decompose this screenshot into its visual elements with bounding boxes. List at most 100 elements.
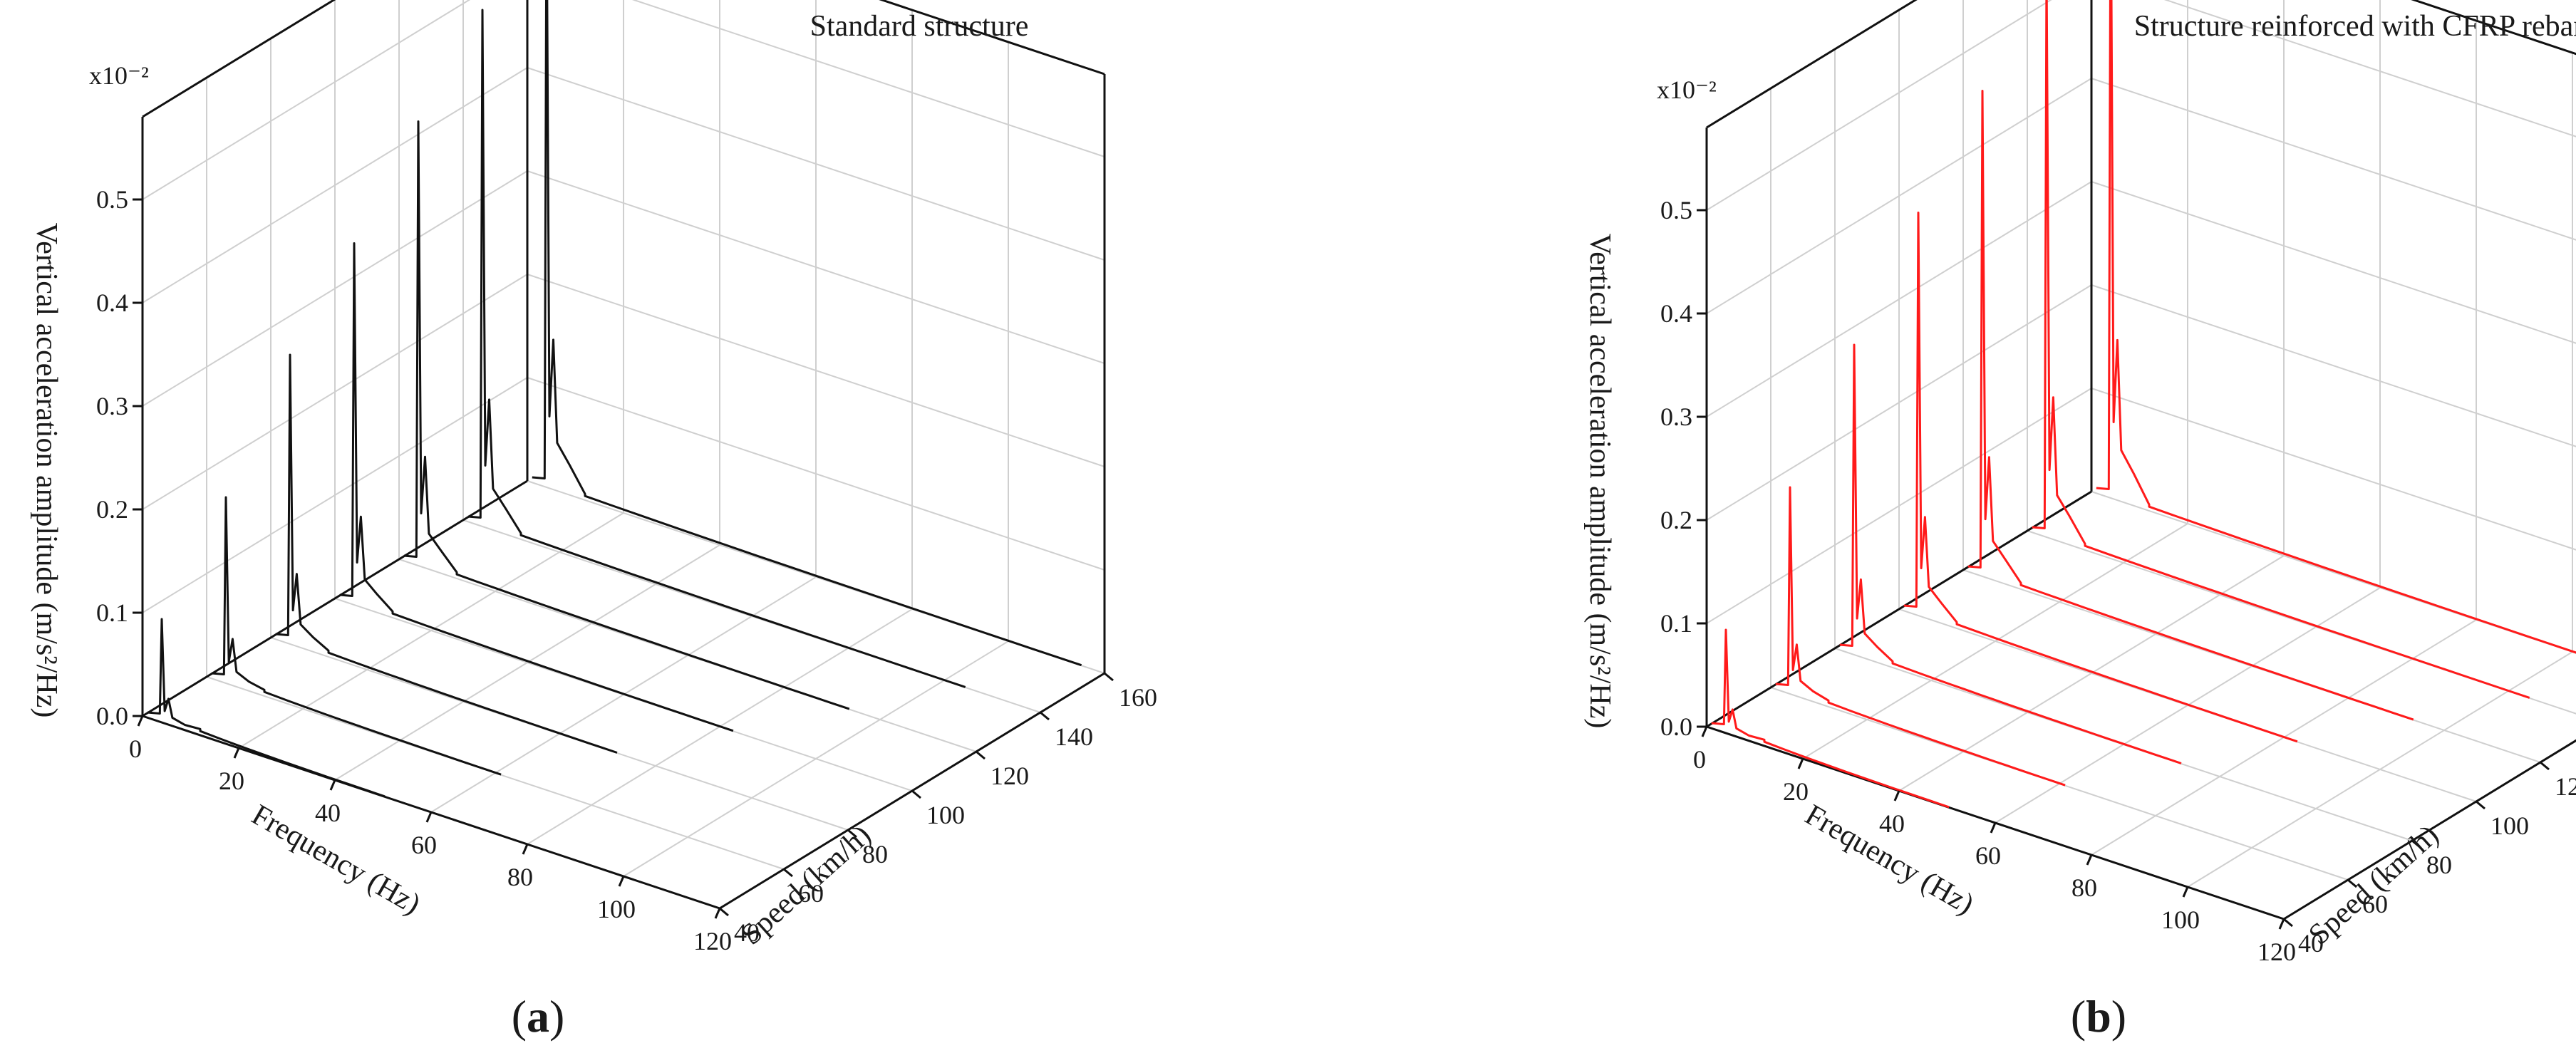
z-tick-label: 0.1 bbox=[1660, 609, 1692, 638]
x-tick-label: 40 bbox=[1879, 809, 1905, 838]
x-tick-label: 20 bbox=[1783, 777, 1809, 806]
x-tick bbox=[425, 811, 433, 823]
y-tick bbox=[719, 907, 729, 917]
z-tick-label: 0.4 bbox=[96, 289, 128, 317]
top-edge bbox=[2411, 0, 2576, 56]
gridline bbox=[142, 274, 528, 510]
y-tick-label: 120 bbox=[990, 762, 1029, 790]
gridline bbox=[1706, 181, 2092, 417]
series-line-60 bbox=[211, 496, 502, 776]
series-line-120 bbox=[403, 120, 850, 710]
series-line-100 bbox=[1903, 212, 2298, 743]
top-edge bbox=[879, 0, 1105, 76]
y-tick-label: 100 bbox=[926, 801, 965, 829]
x-tick bbox=[1701, 726, 1708, 737]
z-exponent-label: x10⁻² bbox=[1657, 76, 1717, 104]
gridline bbox=[527, 274, 1105, 467]
x-tick bbox=[2086, 854, 2093, 866]
gridline bbox=[2091, 78, 2576, 241]
panel-letter-a-value: a bbox=[527, 991, 549, 1042]
x-tick bbox=[618, 876, 625, 887]
y-tick-label: 80 bbox=[862, 840, 888, 868]
gridline bbox=[2091, 388, 2576, 551]
y-tick bbox=[2540, 761, 2550, 771]
x-tick bbox=[1893, 790, 1900, 801]
gridline bbox=[527, 377, 1105, 571]
y-axis-label: Speed (km/h) bbox=[2302, 819, 2445, 951]
x-tick bbox=[1990, 822, 1997, 834]
y-tick bbox=[2283, 918, 2293, 928]
gridline bbox=[1706, 78, 2092, 314]
series-line-140 bbox=[2032, 0, 2530, 699]
series-line-160 bbox=[532, 0, 1082, 667]
x-tick bbox=[714, 908, 721, 919]
y-tick bbox=[2476, 800, 2486, 810]
floor-edge bbox=[142, 479, 528, 717]
gridline bbox=[142, 377, 528, 613]
series-line-60 bbox=[1775, 486, 2066, 787]
z-tick-label: 0.2 bbox=[96, 495, 128, 524]
series-line-80 bbox=[1839, 343, 2182, 764]
gridline bbox=[1706, 388, 2092, 624]
axes-frame-b bbox=[1705, 0, 2576, 920]
series-line-120 bbox=[1967, 90, 2414, 721]
z-exponent-label: x10⁻² bbox=[89, 61, 149, 90]
series-line-140 bbox=[467, 9, 966, 688]
gridline bbox=[1706, 0, 2052, 211]
x-tick bbox=[2278, 918, 2285, 930]
y-tick-label: 40 bbox=[734, 918, 760, 947]
gridline bbox=[527, 170, 1105, 364]
z-tick-label: 0.1 bbox=[96, 598, 128, 627]
y-tick bbox=[2411, 839, 2421, 849]
top-edge bbox=[1706, 0, 1918, 129]
x-tick bbox=[329, 779, 336, 791]
y-tick-label: 160 bbox=[1119, 683, 1157, 712]
z-axis-label: Vertical acceleration amplitude (m/s²/Hz… bbox=[30, 223, 63, 718]
y-tick-label: 100 bbox=[2490, 811, 2529, 840]
series-line-100 bbox=[339, 242, 734, 732]
y-tick bbox=[1104, 672, 1114, 682]
panel-letter-b-value: b bbox=[2086, 991, 2111, 1042]
gridline bbox=[527, 67, 1105, 261]
y-tick-label: 60 bbox=[2362, 890, 2388, 918]
chart-title: Structure reinforced with CFRP rebar bbox=[2134, 10, 2576, 43]
gridline bbox=[2163, 0, 2576, 138]
x-tick bbox=[137, 715, 144, 727]
x-tick-label: 0 bbox=[1693, 745, 1706, 774]
panel-letter-a: (a) bbox=[512, 991, 565, 1042]
x-tick bbox=[2182, 886, 2189, 898]
z-axis-label: Vertical acceleration amplitude (m/s²/Hz… bbox=[1583, 234, 1616, 729]
x-tick bbox=[522, 844, 529, 855]
gridline bbox=[2091, 181, 2576, 344]
x-tick-label: 20 bbox=[219, 767, 244, 795]
series-line-40 bbox=[1711, 628, 1950, 809]
gridline bbox=[142, 0, 471, 200]
y-tick-label: 80 bbox=[2426, 851, 2452, 879]
y-tick bbox=[1040, 711, 1050, 721]
gridline bbox=[142, 67, 528, 303]
z-tick-label: 0.2 bbox=[1660, 506, 1692, 534]
grid-a bbox=[142, 0, 1105, 909]
gridline bbox=[142, 170, 528, 407]
z-tick-label: 0.3 bbox=[96, 392, 128, 420]
y-tick-label: 120 bbox=[2555, 772, 2576, 801]
series-a bbox=[147, 0, 1082, 798]
grid-b bbox=[1706, 0, 2576, 920]
x-tick bbox=[1797, 758, 1804, 769]
x-tick-label: 120 bbox=[2257, 938, 2296, 966]
x-tick bbox=[233, 747, 240, 759]
x-tick-label: 40 bbox=[315, 799, 341, 827]
floor-edge bbox=[1706, 490, 2092, 728]
z-tick-label: 0.5 bbox=[1660, 196, 1692, 224]
y-tick-label: 140 bbox=[1055, 722, 1093, 751]
x-tick-label: 100 bbox=[597, 895, 636, 923]
gridline bbox=[631, 0, 1105, 157]
series-line-80 bbox=[275, 353, 618, 754]
x-tick-label: 60 bbox=[1975, 841, 2001, 870]
x-tick-label: 80 bbox=[507, 863, 533, 891]
series-b bbox=[1711, 0, 2576, 809]
panel-letter-b: (b) bbox=[2071, 991, 2126, 1042]
